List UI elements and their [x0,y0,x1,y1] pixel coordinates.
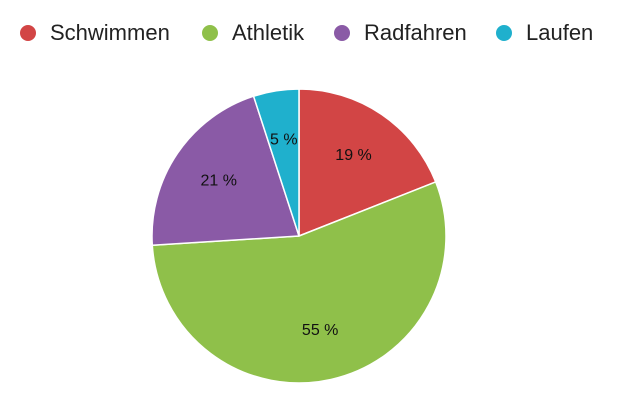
legend-swatch-athletik [202,25,218,41]
legend-swatch-laufen [496,25,512,41]
pie-slice-label-schwimmen: 19 % [335,147,371,164]
legend-item-radfahren[interactable]: Radfahren [334,18,467,48]
legend-item-schwimmen[interactable]: Schwimmen [20,18,170,48]
legend-label-schwimmen: Schwimmen [50,20,170,45]
legend-item-athletik[interactable]: Athletik [202,18,304,48]
legend-swatch-radfahren [334,25,350,41]
legend-swatch-schwimmen [20,25,36,41]
legend-label-athletik: Athletik [232,20,305,45]
legend-label-radfahren: Radfahren [364,20,467,45]
pie-slice-label-athletik: 55 % [302,322,338,339]
pie-slice-schwimmen[interactable] [298,88,437,237]
pie-slice-laufen[interactable] [252,88,300,237]
legend: Schwimmen Athletik Radfahren Laufen [0,0,619,64]
pie-slice-label-radfahren: 21 % [201,173,237,190]
pie-slice-athletik[interactable] [151,181,447,384]
pie-slice-radfahren[interactable] [151,95,300,246]
legend-label-laufen: Laufen [526,20,594,45]
legend-item-laufen[interactable]: Laufen [496,18,593,48]
pie-slice-label-laufen: 5 % [270,131,298,148]
